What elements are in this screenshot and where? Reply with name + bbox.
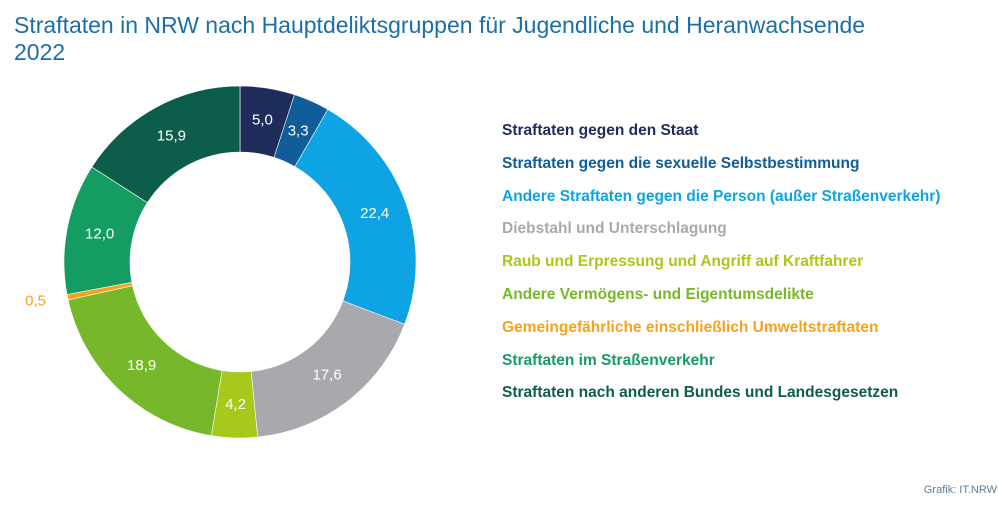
legend-item-9: Straftaten nach anderen Bundes und Lande… xyxy=(502,384,899,402)
chart-subtitle: 2022 xyxy=(14,39,66,65)
source-note: Grafik: IT.NRW xyxy=(923,484,997,496)
slice-label-2: 3,3 xyxy=(288,122,309,139)
legend-item-5: Raub und Erpressung und Angriff auf Kraf… xyxy=(502,253,864,271)
legend-item-3: Andere Straftaten gegen die Person (auße… xyxy=(502,187,941,205)
slice-label-5: 4,2 xyxy=(225,396,246,413)
slice-label-6: 18,9 xyxy=(127,357,156,374)
legend-item-2: Straftaten gegen die sexuelle Selbstbest… xyxy=(502,154,860,172)
slice-label-8: 12,0 xyxy=(85,226,114,243)
slice-label-1: 5,0 xyxy=(252,112,273,129)
chart-legend: Straftaten gegen den Staat Straftaten geg… xyxy=(502,118,940,413)
legend-item-8: Straftaten im Straßenverkehr xyxy=(502,351,715,369)
legend-item-1: Straftaten gegen den Staat xyxy=(502,122,699,139)
slice-label-4: 17,6 xyxy=(312,366,341,383)
legend-item-6: Andere Vermögens- und Eigentumsdelikte xyxy=(502,285,814,303)
chart-title-text: Straftaten in NRW nach Hauptdeliktsgrupp… xyxy=(14,12,866,38)
legend-item-4: Diebstahl und Unterschlagung xyxy=(502,220,727,238)
legend-item-7: Gemeingefährliche einschließlich Umwelts… xyxy=(502,318,879,336)
slice-label-7: 0,5 xyxy=(25,293,46,310)
slice-9 xyxy=(91,85,241,204)
slice-label-3: 22,4 xyxy=(360,205,389,222)
slice-3 xyxy=(294,109,417,325)
slice-label-9: 15,9 xyxy=(157,128,186,145)
chart-title: Straftaten in NRW nach Hauptdeliktsgrupp… xyxy=(14,12,865,66)
